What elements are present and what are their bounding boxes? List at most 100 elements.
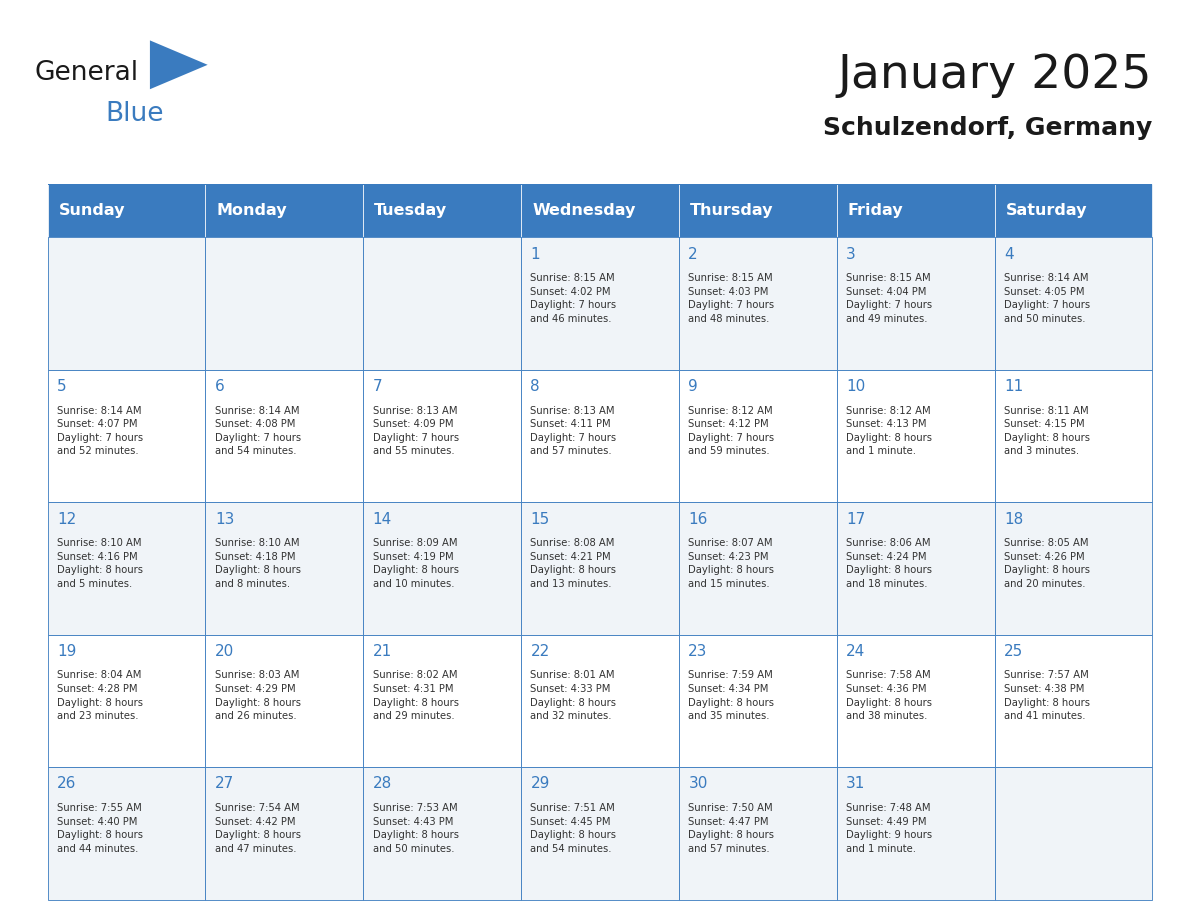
- Text: 23: 23: [688, 644, 708, 659]
- Bar: [364, 502, 522, 634]
- Text: Monday: Monday: [216, 203, 287, 218]
- Text: 13: 13: [215, 511, 234, 527]
- Text: 1: 1: [531, 247, 541, 262]
- Bar: [206, 237, 364, 370]
- Text: Wednesday: Wednesday: [532, 203, 636, 218]
- Text: 11: 11: [1004, 379, 1023, 394]
- Text: 29: 29: [531, 777, 550, 791]
- Bar: [48, 237, 206, 370]
- Text: Sunrise: 8:10 AM
Sunset: 4:16 PM
Daylight: 8 hours
and 5 minutes.: Sunrise: 8:10 AM Sunset: 4:16 PM Dayligh…: [57, 538, 143, 588]
- Text: 28: 28: [373, 777, 392, 791]
- Bar: [994, 634, 1152, 767]
- Text: 12: 12: [57, 511, 76, 527]
- Bar: [994, 502, 1152, 634]
- Bar: [48, 502, 206, 634]
- Text: Sunrise: 8:13 AM
Sunset: 4:11 PM
Daylight: 7 hours
and 57 minutes.: Sunrise: 8:13 AM Sunset: 4:11 PM Dayligh…: [531, 406, 617, 456]
- Bar: [48, 767, 206, 900]
- Text: 17: 17: [846, 511, 865, 527]
- Bar: [836, 184, 994, 237]
- Text: January 2025: January 2025: [838, 52, 1152, 97]
- Text: Sunrise: 8:07 AM
Sunset: 4:23 PM
Daylight: 8 hours
and 15 minutes.: Sunrise: 8:07 AM Sunset: 4:23 PM Dayligh…: [688, 538, 775, 588]
- Bar: [994, 767, 1152, 900]
- Text: 2: 2: [688, 247, 699, 262]
- Text: 26: 26: [57, 777, 76, 791]
- Text: 15: 15: [531, 511, 550, 527]
- Text: 21: 21: [373, 644, 392, 659]
- Bar: [994, 184, 1152, 237]
- Text: Sunrise: 8:06 AM
Sunset: 4:24 PM
Daylight: 8 hours
and 18 minutes.: Sunrise: 8:06 AM Sunset: 4:24 PM Dayligh…: [846, 538, 933, 588]
- Text: Schulzendorf, Germany: Schulzendorf, Germany: [823, 116, 1152, 140]
- Text: 27: 27: [215, 777, 234, 791]
- Text: Sunrise: 8:08 AM
Sunset: 4:21 PM
Daylight: 8 hours
and 13 minutes.: Sunrise: 8:08 AM Sunset: 4:21 PM Dayligh…: [531, 538, 617, 588]
- Bar: [522, 634, 678, 767]
- Text: 4: 4: [1004, 247, 1013, 262]
- Bar: [836, 767, 994, 900]
- Bar: [678, 767, 836, 900]
- Text: Saturday: Saturday: [1005, 203, 1087, 218]
- Bar: [994, 237, 1152, 370]
- Text: Sunday: Sunday: [58, 203, 125, 218]
- Text: Tuesday: Tuesday: [374, 203, 448, 218]
- Bar: [678, 502, 836, 634]
- Text: 24: 24: [846, 644, 865, 659]
- Text: Sunrise: 8:12 AM
Sunset: 4:13 PM
Daylight: 8 hours
and 1 minute.: Sunrise: 8:12 AM Sunset: 4:13 PM Dayligh…: [846, 406, 933, 456]
- Bar: [48, 184, 206, 237]
- Text: Sunrise: 7:53 AM
Sunset: 4:43 PM
Daylight: 8 hours
and 50 minutes.: Sunrise: 7:53 AM Sunset: 4:43 PM Dayligh…: [373, 803, 459, 854]
- Text: Sunrise: 7:54 AM
Sunset: 4:42 PM
Daylight: 8 hours
and 47 minutes.: Sunrise: 7:54 AM Sunset: 4:42 PM Dayligh…: [215, 803, 301, 854]
- Text: 5: 5: [57, 379, 67, 394]
- Bar: [836, 237, 994, 370]
- Text: Sunrise: 8:09 AM
Sunset: 4:19 PM
Daylight: 8 hours
and 10 minutes.: Sunrise: 8:09 AM Sunset: 4:19 PM Dayligh…: [373, 538, 459, 588]
- Text: Sunrise: 7:51 AM
Sunset: 4:45 PM
Daylight: 8 hours
and 54 minutes.: Sunrise: 7:51 AM Sunset: 4:45 PM Dayligh…: [531, 803, 617, 854]
- Text: Sunrise: 8:13 AM
Sunset: 4:09 PM
Daylight: 7 hours
and 55 minutes.: Sunrise: 8:13 AM Sunset: 4:09 PM Dayligh…: [373, 406, 459, 456]
- Bar: [364, 634, 522, 767]
- Text: 9: 9: [688, 379, 699, 394]
- Bar: [678, 634, 836, 767]
- Bar: [48, 634, 206, 767]
- Bar: [836, 634, 994, 767]
- Text: Sunrise: 8:11 AM
Sunset: 4:15 PM
Daylight: 8 hours
and 3 minutes.: Sunrise: 8:11 AM Sunset: 4:15 PM Dayligh…: [1004, 406, 1091, 456]
- Bar: [522, 370, 678, 502]
- Text: 14: 14: [373, 511, 392, 527]
- Bar: [522, 767, 678, 900]
- Bar: [678, 370, 836, 502]
- Text: Friday: Friday: [848, 203, 903, 218]
- Bar: [364, 237, 522, 370]
- Text: 31: 31: [846, 777, 866, 791]
- Text: Sunrise: 7:58 AM
Sunset: 4:36 PM
Daylight: 8 hours
and 38 minutes.: Sunrise: 7:58 AM Sunset: 4:36 PM Dayligh…: [846, 670, 933, 722]
- Text: Sunrise: 7:59 AM
Sunset: 4:34 PM
Daylight: 8 hours
and 35 minutes.: Sunrise: 7:59 AM Sunset: 4:34 PM Dayligh…: [688, 670, 775, 722]
- Text: 18: 18: [1004, 511, 1023, 527]
- Bar: [522, 184, 678, 237]
- Text: Sunrise: 8:15 AM
Sunset: 4:04 PM
Daylight: 7 hours
and 49 minutes.: Sunrise: 8:15 AM Sunset: 4:04 PM Dayligh…: [846, 273, 933, 324]
- Text: Sunrise: 8:02 AM
Sunset: 4:31 PM
Daylight: 8 hours
and 29 minutes.: Sunrise: 8:02 AM Sunset: 4:31 PM Dayligh…: [373, 670, 459, 722]
- Text: 16: 16: [688, 511, 708, 527]
- Bar: [836, 502, 994, 634]
- Text: 7: 7: [373, 379, 383, 394]
- Bar: [678, 237, 836, 370]
- Bar: [836, 370, 994, 502]
- Text: Sunrise: 7:55 AM
Sunset: 4:40 PM
Daylight: 8 hours
and 44 minutes.: Sunrise: 7:55 AM Sunset: 4:40 PM Dayligh…: [57, 803, 143, 854]
- Text: Sunrise: 7:48 AM
Sunset: 4:49 PM
Daylight: 9 hours
and 1 minute.: Sunrise: 7:48 AM Sunset: 4:49 PM Dayligh…: [846, 803, 933, 854]
- Bar: [206, 502, 364, 634]
- Text: 6: 6: [215, 379, 225, 394]
- Text: Sunrise: 8:10 AM
Sunset: 4:18 PM
Daylight: 8 hours
and 8 minutes.: Sunrise: 8:10 AM Sunset: 4:18 PM Dayligh…: [215, 538, 301, 588]
- Text: Sunrise: 8:03 AM
Sunset: 4:29 PM
Daylight: 8 hours
and 26 minutes.: Sunrise: 8:03 AM Sunset: 4:29 PM Dayligh…: [215, 670, 301, 722]
- Bar: [522, 502, 678, 634]
- Bar: [206, 767, 364, 900]
- Text: Sunrise: 8:14 AM
Sunset: 4:07 PM
Daylight: 7 hours
and 52 minutes.: Sunrise: 8:14 AM Sunset: 4:07 PM Dayligh…: [57, 406, 143, 456]
- Text: Sunrise: 7:57 AM
Sunset: 4:38 PM
Daylight: 8 hours
and 41 minutes.: Sunrise: 7:57 AM Sunset: 4:38 PM Dayligh…: [1004, 670, 1091, 722]
- Bar: [206, 184, 364, 237]
- Text: 19: 19: [57, 644, 76, 659]
- Bar: [994, 370, 1152, 502]
- Text: Sunrise: 8:05 AM
Sunset: 4:26 PM
Daylight: 8 hours
and 20 minutes.: Sunrise: 8:05 AM Sunset: 4:26 PM Dayligh…: [1004, 538, 1091, 588]
- Text: 8: 8: [531, 379, 541, 394]
- Text: 22: 22: [531, 644, 550, 659]
- Bar: [206, 634, 364, 767]
- Text: Sunrise: 8:04 AM
Sunset: 4:28 PM
Daylight: 8 hours
and 23 minutes.: Sunrise: 8:04 AM Sunset: 4:28 PM Dayligh…: [57, 670, 143, 722]
- Bar: [522, 237, 678, 370]
- Text: Blue: Blue: [105, 101, 164, 127]
- Text: Sunrise: 8:14 AM
Sunset: 4:05 PM
Daylight: 7 hours
and 50 minutes.: Sunrise: 8:14 AM Sunset: 4:05 PM Dayligh…: [1004, 273, 1091, 324]
- Bar: [364, 767, 522, 900]
- Bar: [48, 184, 1152, 185]
- Text: 30: 30: [688, 777, 708, 791]
- Text: Thursday: Thursday: [690, 203, 773, 218]
